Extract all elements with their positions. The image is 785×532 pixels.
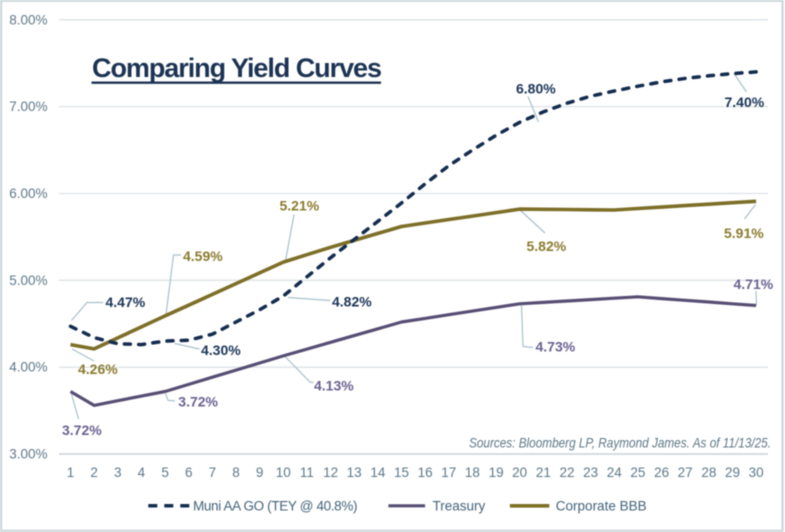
svg-text:2: 2 [90, 465, 98, 480]
svg-text:4.30%: 4.30% [201, 342, 241, 358]
svg-text:5.91%: 5.91% [724, 225, 764, 241]
svg-text:5.00%: 5.00% [9, 273, 47, 288]
svg-text:3.72%: 3.72% [178, 394, 218, 410]
svg-text:6.80%: 6.80% [516, 81, 556, 97]
svg-text:5.82%: 5.82% [527, 238, 567, 254]
svg-text:18: 18 [465, 465, 480, 480]
svg-text:12: 12 [323, 465, 338, 480]
svg-text:3.00%: 3.00% [9, 447, 47, 462]
svg-text:20: 20 [512, 465, 527, 480]
svg-text:8.00%: 8.00% [9, 12, 47, 27]
svg-text:Comparing Yield Curves: Comparing Yield Curves [92, 53, 381, 83]
svg-text:6: 6 [185, 465, 193, 480]
svg-text:9: 9 [256, 465, 264, 480]
svg-text:8: 8 [232, 465, 240, 480]
svg-text:4.71%: 4.71% [734, 276, 774, 292]
svg-text:4.13%: 4.13% [314, 378, 354, 394]
svg-text:24: 24 [607, 465, 623, 480]
svg-text:10: 10 [276, 465, 291, 480]
svg-text:7: 7 [209, 465, 217, 480]
svg-text:30: 30 [749, 465, 764, 480]
svg-text:17: 17 [441, 465, 456, 480]
svg-text:3.72%: 3.72% [62, 422, 102, 438]
svg-text:29: 29 [725, 465, 740, 480]
svg-text:4.47%: 4.47% [106, 294, 146, 310]
svg-text:4.59%: 4.59% [183, 248, 223, 264]
svg-text:13: 13 [347, 465, 362, 480]
svg-text:3: 3 [114, 465, 122, 480]
svg-text:11: 11 [300, 465, 314, 480]
svg-text:27: 27 [678, 465, 693, 480]
svg-text:6.00%: 6.00% [9, 186, 47, 201]
svg-text:Treasury: Treasury [433, 498, 486, 513]
svg-text:4: 4 [138, 465, 146, 480]
svg-text:16: 16 [418, 465, 433, 480]
svg-text:7.40%: 7.40% [725, 94, 765, 110]
svg-text:25: 25 [630, 465, 645, 480]
svg-text:4.26%: 4.26% [78, 361, 118, 377]
svg-text:1: 1 [67, 465, 75, 480]
svg-text:Muni AA GO (TEY @ 40.8%): Muni AA GO (TEY @ 40.8%) [193, 498, 357, 513]
svg-text:28: 28 [701, 465, 716, 480]
svg-text:Corporate BBB: Corporate BBB [556, 498, 647, 513]
svg-text:21: 21 [536, 465, 551, 480]
svg-text:4.82%: 4.82% [332, 293, 372, 309]
svg-text:15: 15 [394, 465, 409, 480]
svg-text:5: 5 [161, 465, 169, 480]
svg-text:7.00%: 7.00% [9, 99, 47, 114]
svg-text:4.00%: 4.00% [9, 360, 47, 375]
svg-text:14: 14 [370, 465, 386, 480]
svg-text:23: 23 [583, 465, 598, 480]
svg-text:Sources: Bloomberg LP, Raymond: Sources: Bloomberg LP, Raymond James. As… [469, 435, 771, 450]
svg-text:22: 22 [559, 465, 574, 480]
svg-text:5.21%: 5.21% [280, 198, 320, 214]
svg-text:4.73%: 4.73% [536, 339, 576, 355]
svg-text:26: 26 [654, 465, 669, 480]
svg-text:19: 19 [489, 465, 504, 480]
